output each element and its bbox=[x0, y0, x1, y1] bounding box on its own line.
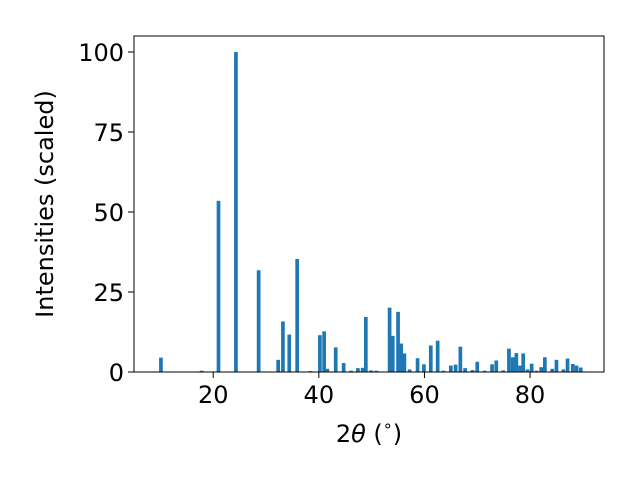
bar-series bbox=[159, 52, 583, 372]
bar bbox=[570, 364, 575, 372]
bar bbox=[458, 346, 463, 372]
bar bbox=[363, 316, 368, 372]
bar bbox=[435, 340, 440, 372]
x-axis-label: 2θ (∘) bbox=[336, 416, 402, 448]
bar bbox=[554, 359, 559, 372]
bar bbox=[369, 370, 373, 372]
bar bbox=[550, 368, 555, 372]
bar bbox=[234, 52, 238, 372]
x-axis-ticks: 20 40 60 80 bbox=[198, 372, 545, 409]
x-tick-label: 60 bbox=[409, 381, 440, 409]
bar bbox=[525, 369, 530, 372]
x-axis-label-prefix: 2 bbox=[336, 420, 351, 448]
bar bbox=[356, 368, 360, 372]
bar bbox=[482, 370, 487, 372]
bar bbox=[449, 365, 453, 372]
bar bbox=[494, 360, 499, 372]
x-tick-label: 40 bbox=[304, 381, 335, 409]
bar bbox=[341, 363, 346, 372]
bar bbox=[322, 331, 326, 372]
bar bbox=[529, 363, 534, 372]
bar bbox=[159, 357, 163, 372]
x-axis-label-unit: ∘ bbox=[383, 416, 393, 435]
y-tick-label: 50 bbox=[93, 199, 124, 227]
bar bbox=[441, 370, 446, 372]
bar bbox=[399, 343, 404, 372]
bar bbox=[565, 358, 570, 372]
bar bbox=[216, 200, 221, 372]
bar bbox=[539, 367, 544, 372]
bar bbox=[318, 335, 322, 372]
x-axis-label-symbol: θ bbox=[351, 420, 366, 448]
bar bbox=[561, 369, 566, 372]
bar bbox=[374, 370, 379, 372]
bar bbox=[453, 364, 458, 372]
y-tick-label: 100 bbox=[78, 39, 124, 67]
y-axis-label: Intensities (scaled) bbox=[31, 90, 59, 318]
y-tick-label: 0 bbox=[109, 359, 124, 387]
bar bbox=[578, 367, 583, 372]
bar bbox=[281, 321, 285, 372]
bar bbox=[475, 361, 480, 372]
bar bbox=[470, 370, 475, 372]
bar bbox=[534, 370, 539, 372]
bar bbox=[501, 370, 505, 372]
plot-frame bbox=[133, 35, 605, 373]
bar bbox=[396, 311, 400, 372]
bar bbox=[256, 270, 261, 372]
bar bbox=[521, 353, 526, 372]
bar bbox=[287, 334, 292, 372]
bar bbox=[333, 347, 338, 372]
bar bbox=[199, 370, 204, 372]
bar bbox=[415, 358, 420, 372]
bar bbox=[360, 367, 365, 372]
y-axis-ticks: 0 25 50 75 100 bbox=[78, 39, 134, 387]
x-tick-label: 80 bbox=[515, 381, 546, 409]
bar bbox=[422, 364, 426, 372]
bar bbox=[387, 307, 392, 372]
bar bbox=[463, 368, 467, 372]
bar bbox=[402, 353, 407, 372]
x-tick-label: 20 bbox=[198, 381, 229, 409]
bar bbox=[543, 357, 547, 372]
bar bbox=[349, 370, 353, 372]
bar bbox=[276, 359, 281, 372]
y-tick-label: 25 bbox=[93, 279, 124, 307]
x-axis-label-close: ) bbox=[393, 420, 402, 448]
bar bbox=[574, 365, 579, 372]
x-axis-label-suffix: ( bbox=[366, 420, 383, 448]
bar bbox=[295, 259, 300, 372]
bar bbox=[325, 368, 330, 372]
bar bbox=[514, 353, 519, 372]
bar bbox=[428, 345, 433, 372]
bar bbox=[490, 364, 494, 372]
bar bbox=[518, 365, 522, 372]
bar bbox=[407, 369, 412, 372]
y-tick-label: 75 bbox=[93, 119, 124, 147]
bar bbox=[390, 335, 395, 372]
bar bbox=[510, 357, 515, 372]
bar bbox=[507, 348, 511, 372]
